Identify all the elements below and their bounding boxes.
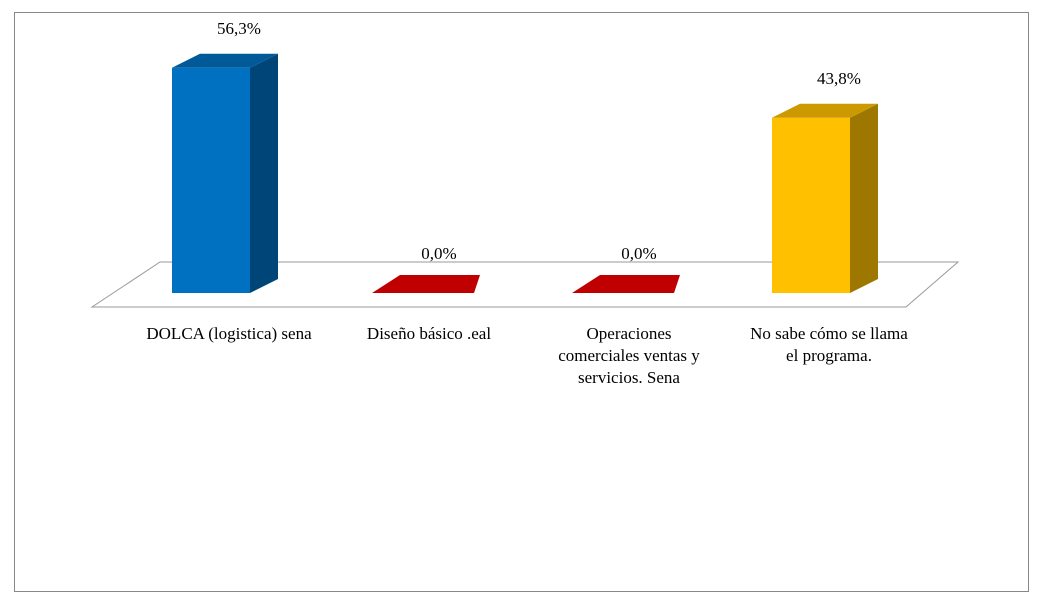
bar-top <box>172 53 278 68</box>
floor <box>90 261 960 308</box>
bar-side <box>850 103 878 293</box>
bar <box>772 103 878 293</box>
bar-front <box>172 67 250 293</box>
value-label: 0,0% <box>621 244 656 263</box>
value-label: 56,3% <box>217 19 261 38</box>
category-label: No sabe cómo se llama el programa. <box>750 324 908 365</box>
bar-top <box>772 103 878 118</box>
bar-side <box>250 53 278 293</box>
bar-front <box>772 117 850 293</box>
bar <box>372 275 480 293</box>
category-label: DOLCA (logistica) sena <box>146 324 312 343</box>
category-label: Operaciones comerciales ventas y servici… <box>558 324 700 387</box>
category-label: Diseño básico .eal <box>366 324 492 343</box>
bar <box>172 53 278 293</box>
bar <box>572 275 680 293</box>
value-label: 0,0% <box>421 244 456 263</box>
bar-top <box>372 275 480 293</box>
value-label: 43,8% <box>817 69 861 88</box>
bar-top <box>572 275 680 293</box>
